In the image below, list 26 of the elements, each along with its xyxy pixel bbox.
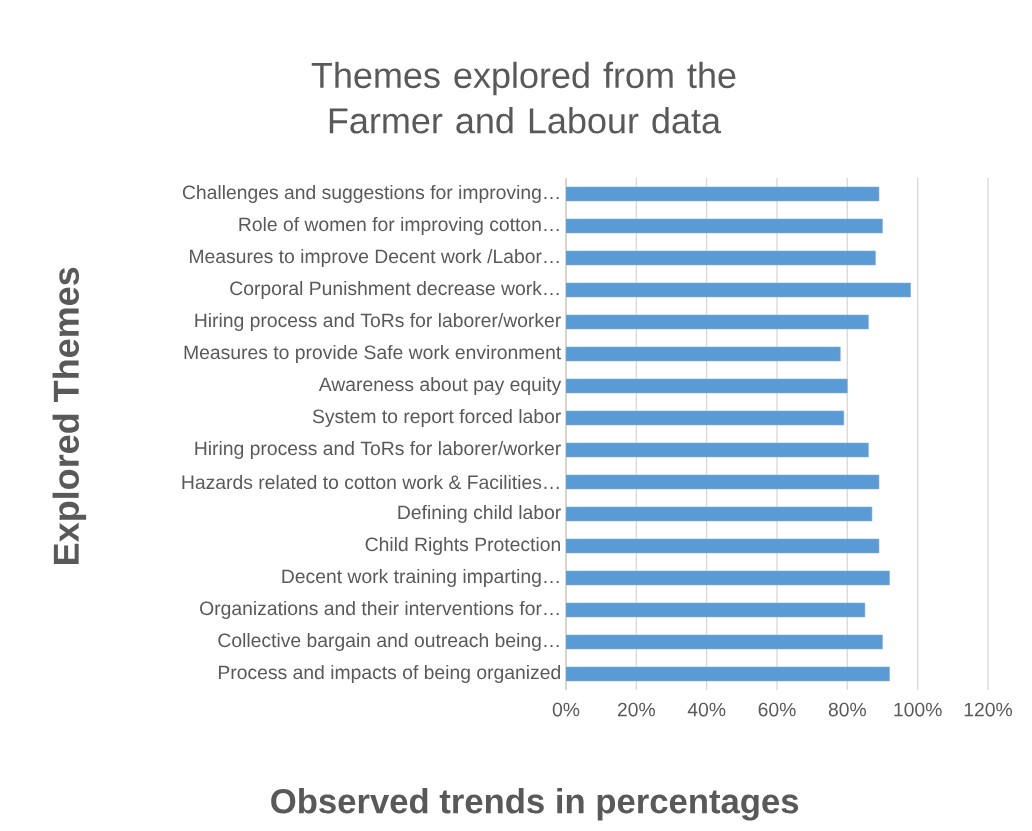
y-tick-label: Hiring process and ToRs for laborer/worker xyxy=(195,312,561,332)
x-tick-label: 20% xyxy=(617,702,655,717)
x-tick-label: 0% xyxy=(552,702,580,717)
x-tick-label: 100% xyxy=(894,702,942,717)
y-tick-label: Organizations and their interventions for… xyxy=(200,600,559,620)
y-tick-label: Defining child labor xyxy=(398,504,561,524)
y-tick-label: Decent work training imparting… xyxy=(282,568,559,588)
y-tick-label: Awareness about pay equity xyxy=(318,376,562,396)
x-tick-label: 40% xyxy=(687,702,726,717)
x-tick-label: 80% xyxy=(828,702,866,717)
x-tick-label: 120% xyxy=(964,702,1013,717)
y-tick-label: Measures to provide Safe work environment xyxy=(184,344,562,364)
y-tick-label: Measures to improve Decent work /Labor… xyxy=(190,248,559,268)
y-tick-label: Collective bargain and outreach being… xyxy=(218,632,559,652)
y-tick-label: Process and impacts of being organized xyxy=(218,664,560,684)
y-tick-label: Child Rights Protection xyxy=(365,536,560,556)
y-tick-label: Hazards related to cotton work & Facilities… xyxy=(182,474,559,490)
y-axis-title: Explored Themes xyxy=(52,267,87,564)
y-tick-label: Hiring process and ToRs for laborer/worker xyxy=(195,440,561,460)
y-tick-label: Role of women for improving cotton… xyxy=(239,216,559,236)
y-tick-label: Corporal Punishment decrease work… xyxy=(230,280,559,300)
x-tick-label: 60% xyxy=(758,702,796,717)
x-axis-title: Observed trends in percentages xyxy=(271,788,799,821)
y-tick-label: System to report forced labor xyxy=(312,408,561,428)
y-tick-label: Challenges and suggestions for improving… xyxy=(182,184,559,204)
chart-title: Themes explored from the Farmer and Labour data xyxy=(311,61,736,134)
